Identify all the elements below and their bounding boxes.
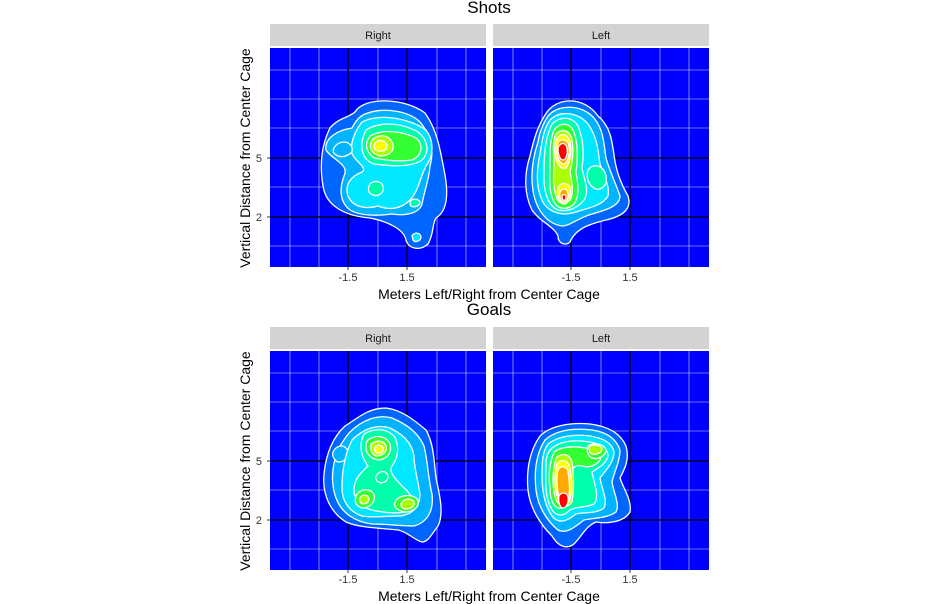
density-region [586, 165, 607, 190]
density-region [409, 198, 421, 208]
facet-label-left: Left [592, 30, 610, 42]
facet-strip-left [493, 24, 709, 46]
density-region [588, 444, 603, 455]
facet-label-right: Right [365, 30, 391, 42]
facet-strip-left [493, 327, 709, 349]
y-tick-label: 5 [256, 456, 262, 468]
density-region [411, 232, 422, 243]
panel-goals-right [270, 351, 486, 570]
density-region [374, 470, 389, 484]
x-tick-label: -1.5 [339, 574, 358, 586]
facet-strip-right [270, 24, 486, 46]
density-region [561, 193, 567, 202]
x-tick-label: 1.5 [622, 574, 637, 586]
y-axis-title-shots: Vertical Distance from Center Cage [237, 48, 253, 268]
density-region [400, 498, 415, 510]
y-tick-label: 2 [256, 212, 262, 224]
chart-title-shots: Shots [467, 0, 510, 17]
facet-label-right: Right [365, 333, 391, 345]
facet-label-left: Left [592, 333, 610, 345]
density-region [332, 141, 353, 158]
density-region [367, 180, 384, 197]
x-axis-goals: -1.5 1.5 -1.5 1.5 [339, 570, 638, 586]
panel-shots-right [270, 48, 486, 267]
y-axis-shots: 5 2 [256, 153, 270, 224]
density-region [331, 445, 349, 463]
x-tick-label: -1.5 [339, 272, 358, 284]
panel-shots-left [493, 48, 709, 267]
x-tick-label: -1.5 [562, 574, 581, 586]
x-axis-title-goals: Meters Left/Right from Center Cage [378, 588, 600, 604]
facet-strip-right [270, 327, 486, 349]
x-axis-shots: -1.5 1.5 -1.5 1.5 [339, 267, 638, 284]
x-tick-label: -1.5 [562, 272, 581, 284]
x-tick-label: 1.5 [622, 272, 637, 284]
chart-title-goals: Goals [467, 300, 511, 319]
density-region [557, 142, 568, 161]
density-region [373, 444, 384, 454]
density-region [373, 139, 388, 152]
x-axis-title-shots: Meters Left/Right from Center Cage [378, 286, 600, 302]
y-tick-label: 2 [256, 515, 262, 527]
panel-goals-left [493, 351, 709, 570]
y-tick-label: 5 [256, 153, 262, 165]
x-tick-label: 1.5 [399, 574, 414, 586]
y-axis-goals: 5 2 [256, 456, 270, 527]
y-axis-title-goals: Vertical Distance from Center Cage [237, 351, 253, 571]
density-region [558, 492, 569, 509]
x-tick-label: 1.5 [399, 272, 414, 284]
density-region [358, 494, 370, 505]
